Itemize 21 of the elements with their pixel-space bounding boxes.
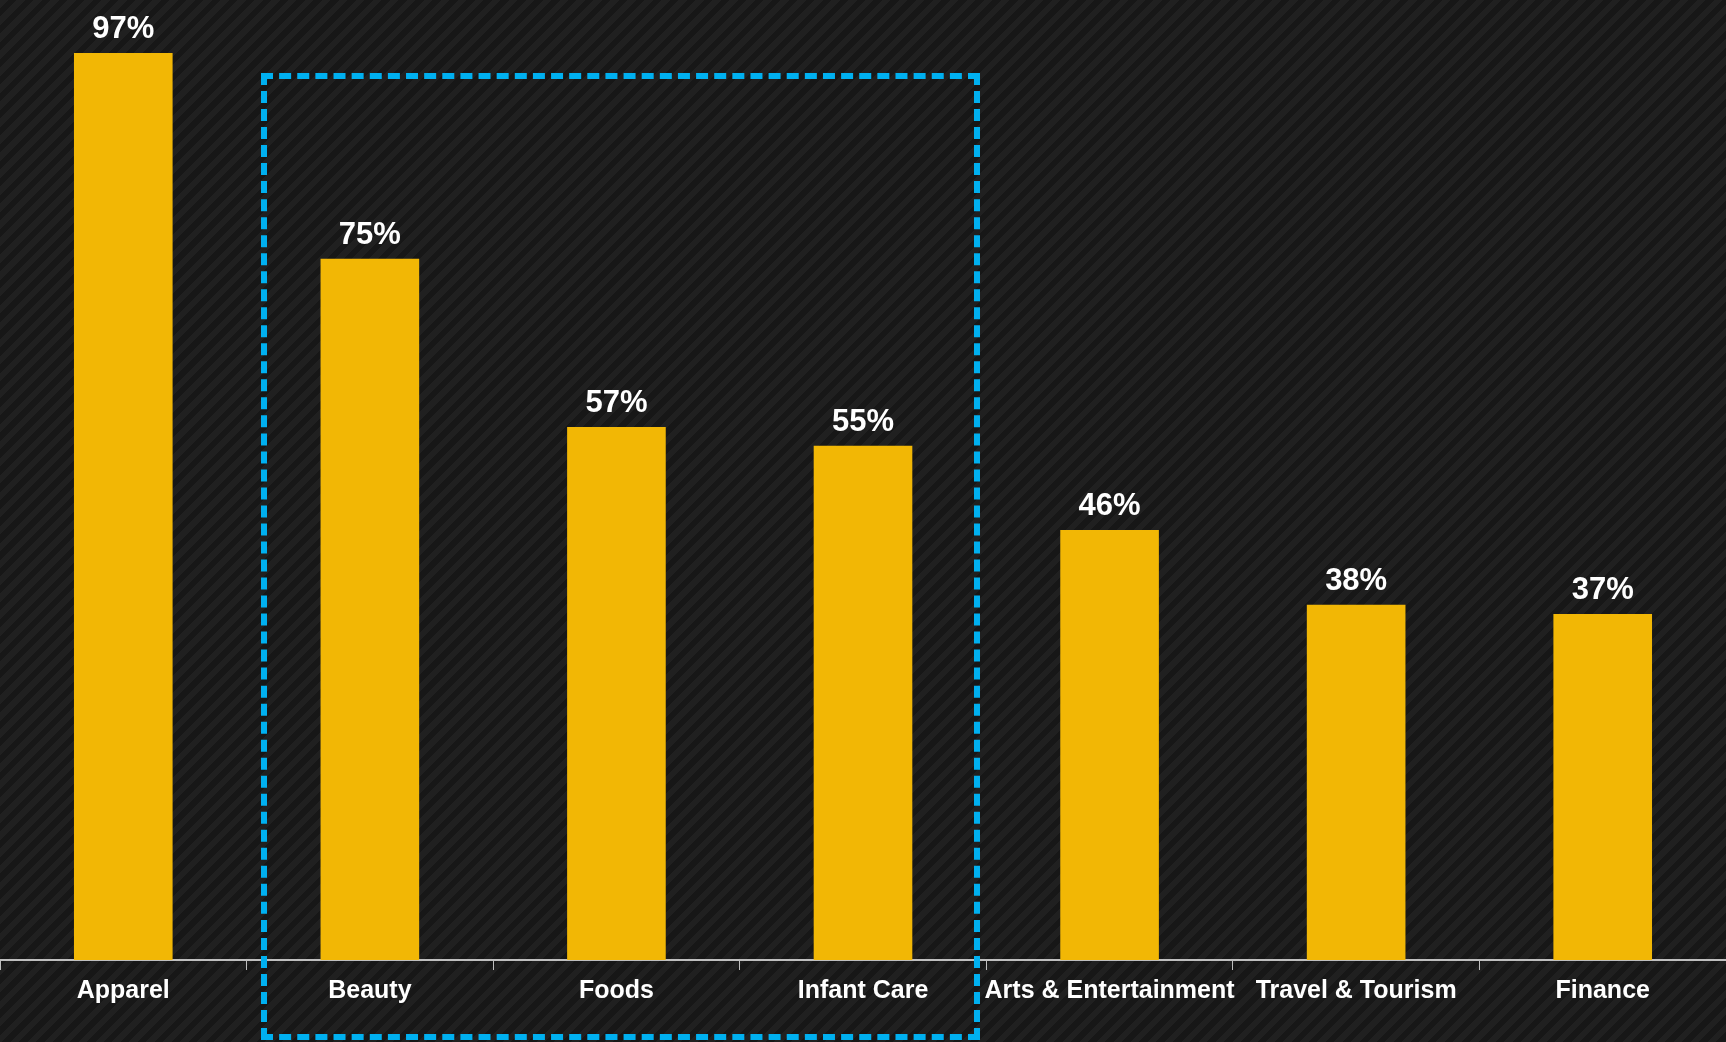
- data-label: 57%: [585, 384, 648, 420]
- x-tick-label: Finance: [1555, 974, 1651, 1003]
- bar: [813, 445, 913, 960]
- x-tick-label: Beauty: [328, 974, 412, 1003]
- bar: [320, 258, 420, 960]
- x-tick-label: Apparel: [76, 974, 170, 1003]
- data-label: 75%: [338, 215, 401, 251]
- data-label: 38%: [1325, 561, 1388, 597]
- data-label: 55%: [831, 402, 895, 438]
- bar: [1306, 604, 1406, 960]
- bar: [73, 53, 173, 960]
- data-label: 46%: [1078, 486, 1141, 522]
- bar: [567, 427, 666, 960]
- bar: [1060, 529, 1159, 960]
- data-label: 97%: [92, 10, 155, 46]
- data-label: 37%: [1571, 571, 1634, 607]
- x-tick-label: Travel & Tourism: [1255, 974, 1457, 1003]
- x-tick-label: Foods: [578, 974, 654, 1003]
- x-tick-label: Infant Care: [797, 974, 929, 1003]
- x-tick-label: Arts & Entertainment: [984, 974, 1236, 1003]
- bar: [1553, 614, 1653, 960]
